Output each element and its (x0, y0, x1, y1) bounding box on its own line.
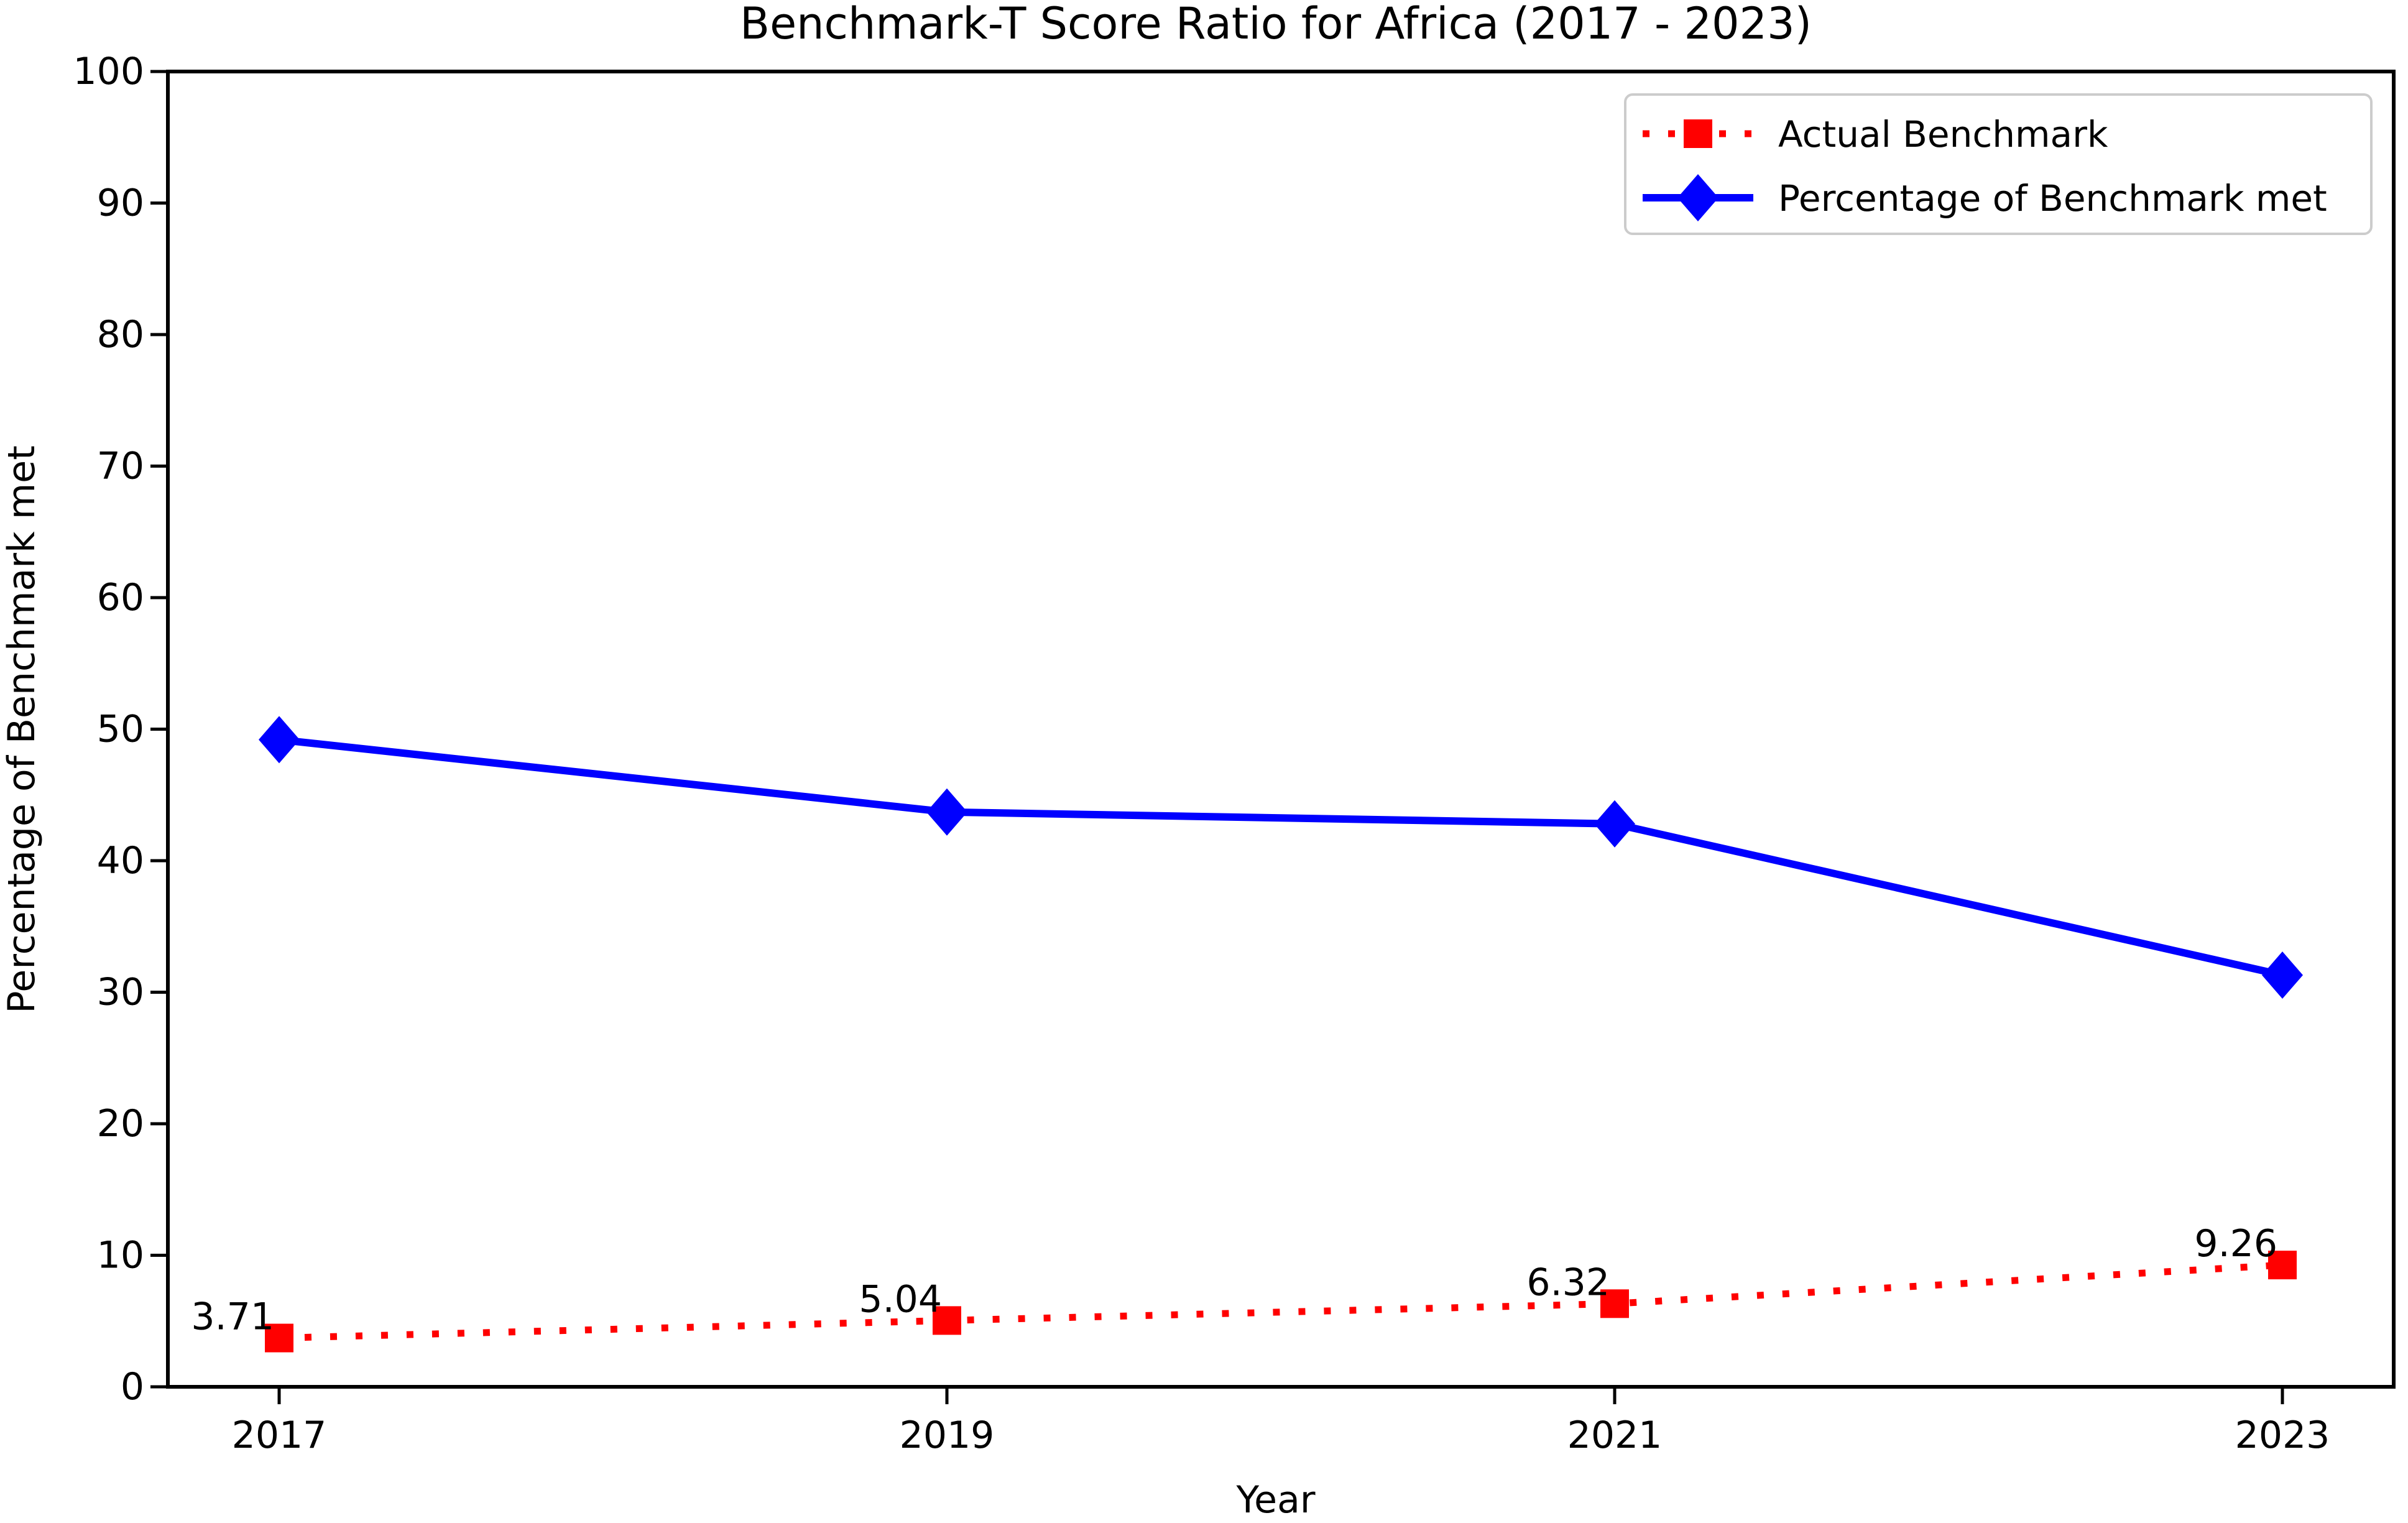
y-tick-label: 50 (97, 708, 144, 751)
data-point-marker-percentage-of-benchmark-met (259, 716, 300, 764)
data-point-marker-actual-benchmark (2268, 1251, 2297, 1280)
data-point-marker-percentage-of-benchmark-met (1594, 800, 1635, 848)
y-tick-label: 60 (97, 576, 144, 619)
legend-diamond-marker-icon (1677, 174, 1718, 221)
legend-item-percentage-met: Percentage of Benchmark met (1643, 174, 2327, 221)
legend-square-marker-icon (1684, 119, 1712, 148)
data-point-label: 5.04 (859, 1277, 942, 1321)
legend-item-label: Percentage of Benchmark met (1778, 177, 2327, 220)
legend: Actual Benchmark Percentage of Benchmark… (1624, 93, 2373, 235)
data-point-marker-actual-benchmark (933, 1306, 961, 1335)
x-tick-label: 2017 (232, 1414, 327, 1457)
series-line-actual-benchmark (279, 1261, 2283, 1342)
y-tick-label: 10 (97, 1234, 144, 1277)
legend-item-actual-benchmark: Actual Benchmark (1643, 113, 2108, 155)
data-point-marker-actual-benchmark (1600, 1289, 1629, 1318)
legend-item-label: Actual Benchmark (1778, 113, 2108, 155)
y-tick-label: 70 (97, 445, 144, 488)
data-point-marker-percentage-of-benchmark-met (2262, 951, 2303, 999)
chart-title: Benchmark-T Score Ratio for Africa (2017… (740, 0, 1812, 49)
data-point-label: 3.71 (191, 1295, 274, 1339)
series-line-percentage-of-benchmark-met (279, 736, 2284, 979)
data-point-label: 9.26 (2194, 1222, 2277, 1266)
plot-area-border (166, 70, 2396, 1389)
y-axis-label: Percentage of Benchmark met (0, 445, 44, 1013)
y-tick-label: 0 (121, 1365, 144, 1409)
y-tick-label: 30 (97, 971, 144, 1014)
y-tick-label: 80 (97, 313, 144, 356)
y-tick-label: 90 (97, 182, 144, 225)
x-tick-label: 2019 (900, 1414, 995, 1457)
y-tick-label: 100 (73, 50, 144, 93)
x-tick-label: 2021 (1567, 1414, 1663, 1457)
data-point-marker-percentage-of-benchmark-met (926, 788, 967, 836)
y-tick-label: 20 (97, 1102, 144, 1146)
y-tick-label: 40 (97, 839, 144, 882)
x-tick-label: 2023 (2235, 1414, 2330, 1457)
plot-area: 0 10 20 30 40 50 60 70 80 90 100 2017 2019 2021 2023 3.… (73, 50, 2330, 1457)
legend-box (1624, 93, 2373, 235)
data-point-marker-actual-benchmark (265, 1323, 293, 1353)
x-axis-label: Year (1235, 1478, 1315, 1522)
data-point-label: 6.32 (1526, 1261, 1610, 1304)
